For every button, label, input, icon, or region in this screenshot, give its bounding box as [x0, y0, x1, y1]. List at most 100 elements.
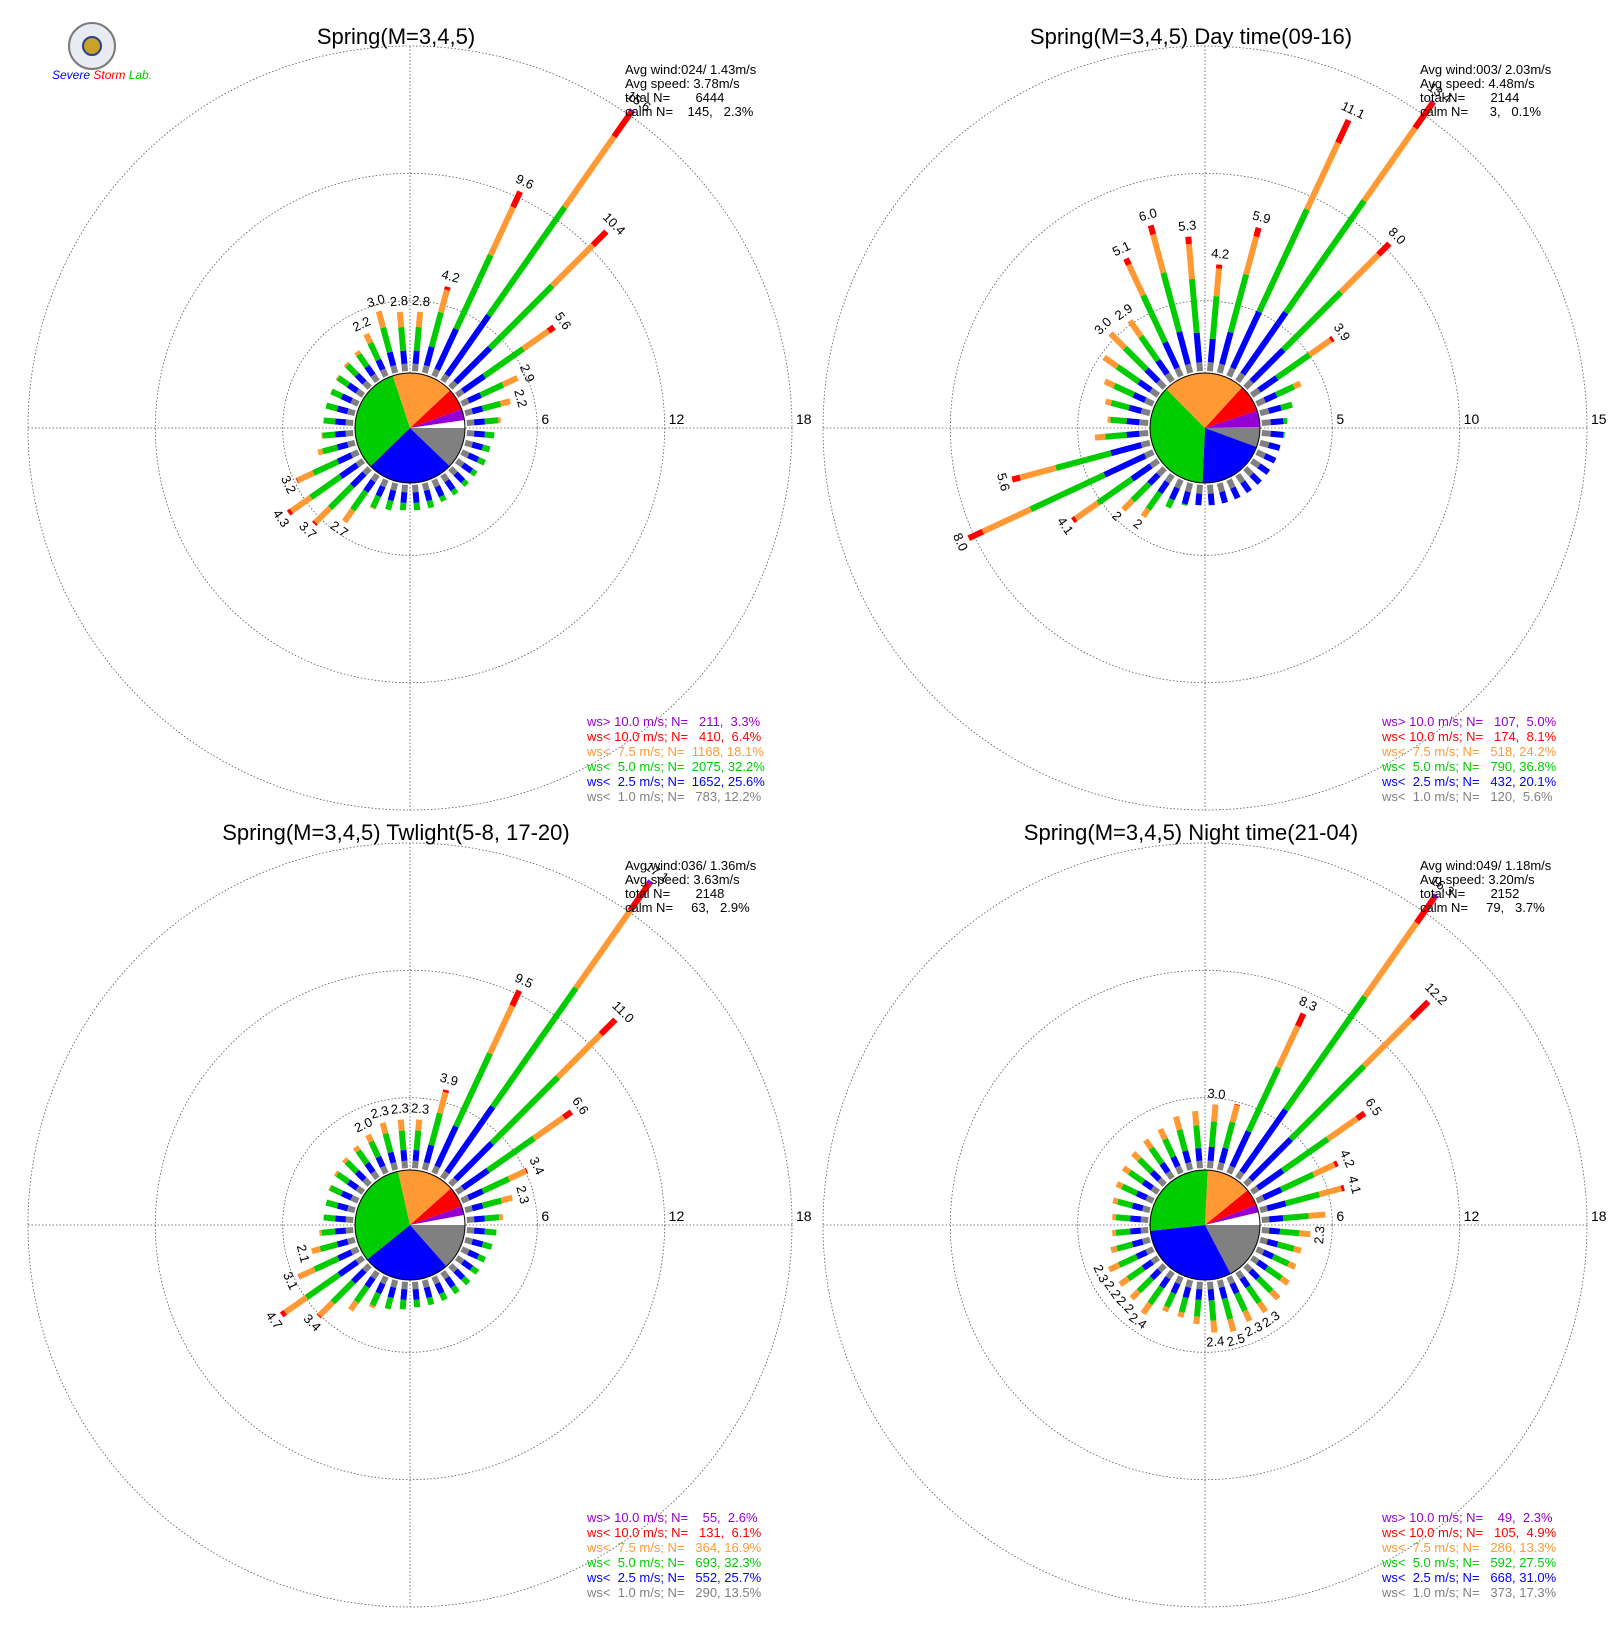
- bar-segment: [1121, 1165, 1132, 1175]
- bar-segment: [1129, 1227, 1142, 1235]
- bar-dir-335: 2.2: [350, 313, 389, 378]
- bar-segment: [1267, 442, 1281, 451]
- bar-segment: [481, 1176, 511, 1194]
- bar-segment: [1262, 1249, 1275, 1260]
- bar-dir-95: [1261, 429, 1285, 438]
- bar-value-label: 4.2: [1211, 245, 1230, 262]
- bar-segment: [1164, 1291, 1177, 1309]
- bar-value-label: 2.2: [511, 388, 530, 409]
- bar-segment: [355, 388, 366, 398]
- bar-segment: [440, 373, 450, 384]
- bar-segment: [466, 429, 475, 437]
- pie-slice: [1150, 1225, 1231, 1281]
- bar-segment: [400, 491, 408, 504]
- bar-segment: [399, 1299, 407, 1310]
- bar-dir-115: [460, 449, 487, 466]
- bar-segment: [1307, 337, 1333, 358]
- bar-segment: [367, 341, 382, 362]
- chart-title: Spring(M=3,4,5): [317, 24, 475, 49]
- stat-avg-wind: Avg wind:049/ 1.18m/s: [1420, 858, 1552, 873]
- bar-segment: [1019, 465, 1057, 481]
- bar-dir-205: [1165, 478, 1184, 509]
- range-ring: [282, 1097, 538, 1353]
- bar-segment: [1333, 1160, 1339, 1168]
- pie-slice: [410, 1206, 465, 1225]
- bar-segment: [390, 1279, 399, 1289]
- bar-segment: [1255, 449, 1267, 459]
- bar-segment: [1188, 278, 1200, 334]
- bar-segment: [1105, 431, 1127, 440]
- bar-segment: [401, 1160, 409, 1169]
- bar-segment: [1129, 1289, 1141, 1301]
- bar-segment: [1196, 484, 1204, 494]
- bar-dir-155: [1226, 478, 1241, 500]
- bar-segment: [345, 419, 354, 427]
- bar-segment: [444, 1105, 496, 1174]
- bar-segment: [1226, 478, 1236, 490]
- bar-segment: [380, 1275, 389, 1285]
- bar-segment: [384, 1296, 394, 1310]
- bar-segment: [1255, 1246, 1265, 1255]
- bar-segment: [370, 494, 382, 509]
- bar-segment: [1141, 1179, 1154, 1191]
- bar-value-label: 2.2: [350, 313, 373, 334]
- bar-segment: [415, 1119, 423, 1131]
- bar-segment: [329, 1185, 344, 1197]
- bar-segment: [1164, 372, 1175, 384]
- bar-segment: [1155, 358, 1170, 376]
- bar-segment: [325, 1199, 339, 1209]
- bar-segment: [476, 1253, 487, 1263]
- bar-segment: [342, 1157, 349, 1164]
- bar-dir-5: 3.0: [1207, 1086, 1226, 1169]
- bar-segment: [1177, 1311, 1185, 1318]
- range-ring: [1077, 300, 1333, 556]
- bar-segment: [434, 1125, 459, 1168]
- bar-segment: [1055, 450, 1112, 471]
- bar-segment: [283, 1294, 309, 1315]
- bar-segment: [1150, 1255, 1161, 1265]
- bar-segment: [1284, 1191, 1321, 1207]
- bar-segment: [421, 1161, 430, 1171]
- bar-segment: [1141, 1205, 1151, 1214]
- bar-segment: [346, 408, 356, 417]
- pie-slice: [410, 428, 465, 467]
- ring-tick-label: 6: [1336, 1208, 1344, 1224]
- bar-segment: [1275, 352, 1312, 381]
- bar-segment: [1206, 362, 1214, 372]
- bar-segment: [1235, 472, 1246, 484]
- bar-segment: [1169, 486, 1180, 501]
- bar-segment: [1110, 416, 1127, 425]
- bar-value-label: 3.0: [365, 291, 386, 310]
- bar-dir-75: 2.2: [464, 388, 530, 417]
- bar-segment: [1096, 476, 1134, 506]
- bar-segment: [398, 326, 407, 352]
- bar-segment: [1261, 1216, 1270, 1224]
- bar-segment: [1255, 397, 1267, 407]
- bar-segment: [364, 1276, 376, 1289]
- bar-segment: [1110, 1245, 1118, 1254]
- bar-segment: [385, 499, 394, 511]
- bar-segment: [1216, 1279, 1225, 1289]
- bar-segment: [421, 364, 430, 374]
- legend-entry: ws> 10.0 m/s; N= 55, 2.6%: [586, 1510, 758, 1525]
- bar-segment: [375, 485, 386, 498]
- bar-segment: [469, 1265, 480, 1275]
- bar-segment: [482, 346, 525, 379]
- bar-dir-345: 3.0: [365, 291, 399, 374]
- bar-dir-305: [335, 374, 366, 398]
- bar-segment: [1130, 463, 1153, 482]
- bar-dir-145: [1235, 472, 1252, 494]
- stat-avg-speed: Avg speed: 3.63m/s: [625, 872, 740, 887]
- pie-slice: [1205, 1225, 1260, 1274]
- bar-segment: [1116, 1241, 1134, 1252]
- bar-segment: [454, 388, 465, 398]
- bar-segment: [1156, 379, 1167, 390]
- legend-entry: ws< 1.0 m/s; N= 783, 12.2%: [586, 789, 762, 804]
- pie-slice: [398, 1170, 452, 1225]
- bar-dir-145: 2.3: [1235, 1269, 1283, 1330]
- bar-segment: [368, 1140, 382, 1159]
- bar-dir-355: 2.3: [390, 1100, 409, 1169]
- bar-segment: [431, 368, 440, 378]
- bar-segment: [1257, 463, 1271, 475]
- bar-dir-245: 8.0: [950, 449, 1155, 553]
